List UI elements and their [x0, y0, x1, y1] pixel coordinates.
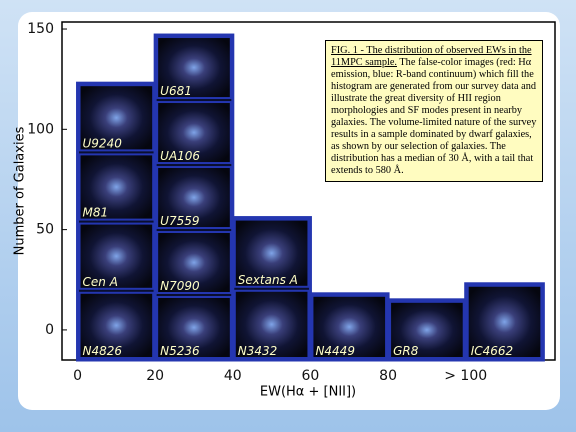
galaxy-image	[233, 218, 310, 288]
galaxy-image	[156, 231, 232, 295]
x-tick-label: 80	[379, 368, 397, 384]
cell-label: N4826	[83, 344, 123, 358]
y-tick-label: 100	[27, 121, 54, 137]
galaxy-image	[311, 294, 388, 360]
galaxy-image	[156, 296, 232, 360]
caption-text: The false-color images (red: Hα emission…	[331, 57, 537, 176]
y-tick-label: 150	[27, 21, 54, 37]
galaxy-image	[466, 284, 543, 359]
cell-label: U7559	[160, 214, 199, 228]
cell-label: Sextans A	[238, 273, 298, 287]
cell-label: GR8	[393, 344, 419, 358]
galaxy-image	[156, 166, 232, 230]
x-tick-label: > 100	[444, 368, 487, 384]
galaxy-image	[78, 291, 155, 360]
x-tick-label: 20	[146, 368, 164, 384]
y-axis-label: Number of Galaxies	[13, 126, 28, 255]
caption-heading: FIG. 1 - The distribution of observed EW…	[331, 45, 532, 68]
cell-label: Cen A	[83, 275, 118, 289]
galaxy-image	[78, 84, 155, 152]
cell-label: N3432	[238, 344, 278, 358]
cell-label: U681	[160, 84, 192, 98]
x-axis-label: EW(Hα + [NII])	[260, 385, 356, 400]
cell-label: N7090	[160, 279, 200, 293]
galaxy-image	[78, 153, 155, 221]
galaxy-image	[233, 289, 310, 359]
x-tick-label: 0	[73, 368, 82, 384]
cell-label: N4449	[315, 344, 355, 358]
cell-label: N5236	[160, 344, 200, 358]
cell-label: M81	[83, 206, 109, 220]
cell-label: UA106	[160, 149, 200, 163]
y-tick-label: 0	[45, 322, 54, 338]
cell-label: U9240	[83, 136, 123, 150]
cell-label: IC4662	[471, 344, 513, 358]
x-tick-label: 40	[224, 368, 242, 384]
galaxy-image	[389, 300, 465, 360]
x-tick-label: 60	[302, 368, 320, 384]
y-tick-label: 50	[36, 222, 54, 238]
galaxy-image	[78, 222, 155, 290]
galaxy-image	[156, 101, 232, 165]
caption: FIG. 1 - The distribution of observed EW…	[325, 40, 543, 182]
galaxy-image	[156, 36, 232, 100]
